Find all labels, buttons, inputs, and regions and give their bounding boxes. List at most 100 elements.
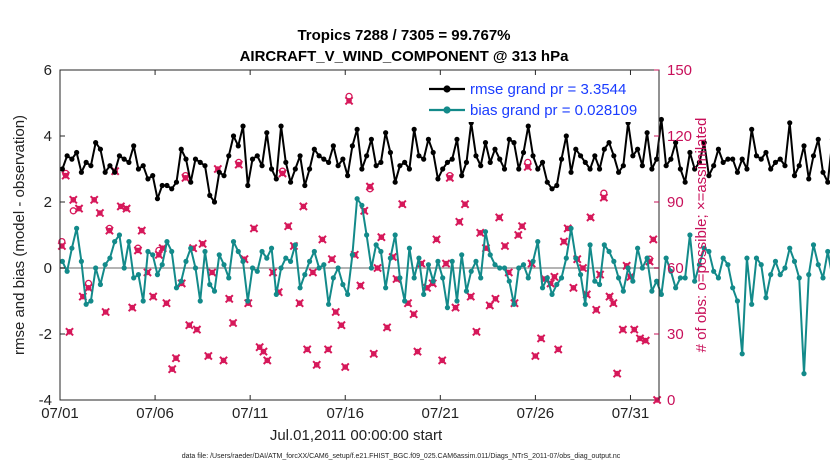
- obs-assimilated-cross-b: [302, 345, 312, 354]
- obs-assimilated-cross-b: [373, 263, 382, 273]
- bias-point: [126, 239, 132, 245]
- x-tick-label: 07/26: [517, 405, 555, 422]
- obs-assimilated-cross-b: [359, 206, 369, 216]
- bias-point: [188, 245, 194, 251]
- bias-point: [406, 245, 413, 251]
- obs-assimilated-cross-b: [432, 235, 441, 244]
- obs-assimilated-marker: [228, 318, 238, 328]
- obs-assimilated-marker: [262, 356, 272, 365]
- obs-assimilated-marker: [302, 345, 312, 354]
- obs-assimilated-marker: [641, 336, 650, 345]
- bias-point: [435, 258, 441, 264]
- bias-point: [501, 265, 508, 271]
- rmse-point: [240, 123, 246, 129]
- rmse-point: [777, 156, 783, 162]
- obs-assimilated-marker: [192, 325, 202, 334]
- bias-point: [325, 301, 332, 307]
- rmse-point: [535, 166, 541, 172]
- rmse-point: [696, 159, 703, 165]
- rmse-point: [463, 159, 470, 165]
- bias-point: [345, 291, 351, 297]
- obs-assimilated-cross-b: [69, 195, 78, 205]
- rmse-point: [787, 120, 793, 126]
- obs-assimilated-cross-b: [546, 279, 555, 288]
- obs-assimilated-cross-b: [219, 356, 228, 365]
- bias-point: [425, 262, 432, 268]
- obs-assimilated-cross-b: [485, 301, 495, 310]
- obs-possible-marker: [366, 185, 374, 193]
- bias-point: [487, 252, 493, 258]
- rmse-point: [173, 179, 180, 185]
- bias-point: [292, 242, 298, 248]
- bias-point: [330, 275, 336, 281]
- rmse-point: [739, 156, 745, 162]
- obs-assimilated-marker: [69, 195, 78, 205]
- rmse-point: [64, 153, 70, 159]
- bias-point: [520, 262, 527, 268]
- rmse-point: [473, 153, 479, 159]
- rmse-point: [478, 163, 484, 169]
- obs-assimilated-cross-b: [171, 353, 181, 363]
- bias-point: [93, 265, 99, 271]
- bias-point: [349, 252, 355, 258]
- bias-point: [763, 295, 769, 301]
- obs-assimilated-marker: [648, 235, 658, 244]
- rmse-point: [592, 153, 598, 159]
- bias-point: [302, 272, 308, 278]
- rmse-point: [202, 163, 208, 169]
- bias-point: [592, 278, 598, 284]
- bias-point: [178, 278, 184, 284]
- bias-point: [392, 232, 398, 238]
- bias-point: [549, 291, 555, 297]
- rmse-point: [159, 182, 165, 189]
- rmse-point: [687, 149, 693, 156]
- obs-assimilated-cross-b: [591, 305, 601, 315]
- bias-point: [278, 265, 284, 271]
- rmse-point: [611, 153, 617, 159]
- rmse-point: [116, 153, 123, 159]
- rmse-point: [753, 153, 760, 159]
- rmse-point: [311, 146, 317, 152]
- bias-point: [97, 281, 104, 288]
- rmse-point: [278, 123, 284, 129]
- obs-assimilated-marker: [605, 292, 614, 301]
- obs-assimilated-cross-b: [491, 294, 500, 304]
- bias-point: [112, 239, 118, 245]
- rmse-point: [192, 156, 199, 162]
- obs-assimilated-cross-b: [494, 213, 504, 222]
- y-tick-label-right: 0: [667, 392, 675, 409]
- bias-point: [88, 298, 94, 304]
- obs-assimilated-marker: [167, 364, 177, 374]
- bias-point: [696, 262, 703, 268]
- obs-assimilated-marker: [308, 268, 318, 277]
- bias-point: [539, 285, 546, 291]
- bias-point: [216, 252, 222, 258]
- obs-assimilated-cross-b: [413, 347, 422, 356]
- rmse-point: [725, 156, 731, 162]
- bias-point: [183, 258, 189, 264]
- obs-assimilated-marker: [373, 263, 382, 273]
- obs-assimilated-cross-b: [397, 199, 407, 209]
- bias-point: [482, 229, 489, 235]
- x-tick-label: 07/06: [136, 405, 174, 422]
- rmse-point: [730, 156, 736, 162]
- obs-assimilated-marker: [299, 202, 308, 211]
- bias-point: [74, 225, 80, 231]
- rmse-point: [69, 156, 75, 162]
- rmse-point: [197, 159, 203, 165]
- obs-assimilated-cross-b: [536, 334, 546, 343]
- obs-assimilated-cross-b: [635, 334, 645, 343]
- obs-assimilated-marker: [74, 204, 84, 213]
- bias-point: [511, 301, 517, 307]
- bias-point: [226, 275, 232, 281]
- bias-point: [169, 248, 175, 255]
- bias-point: [140, 298, 146, 304]
- bias-point: [516, 265, 522, 271]
- obs-assimilated-marker: [513, 230, 523, 240]
- y-tick-label-left: 0: [44, 260, 52, 277]
- bias-point: [364, 232, 370, 238]
- rmse-point: [354, 126, 360, 132]
- bias-point: [573, 255, 579, 261]
- bias-point: [787, 245, 793, 251]
- rmse-point: [88, 163, 94, 169]
